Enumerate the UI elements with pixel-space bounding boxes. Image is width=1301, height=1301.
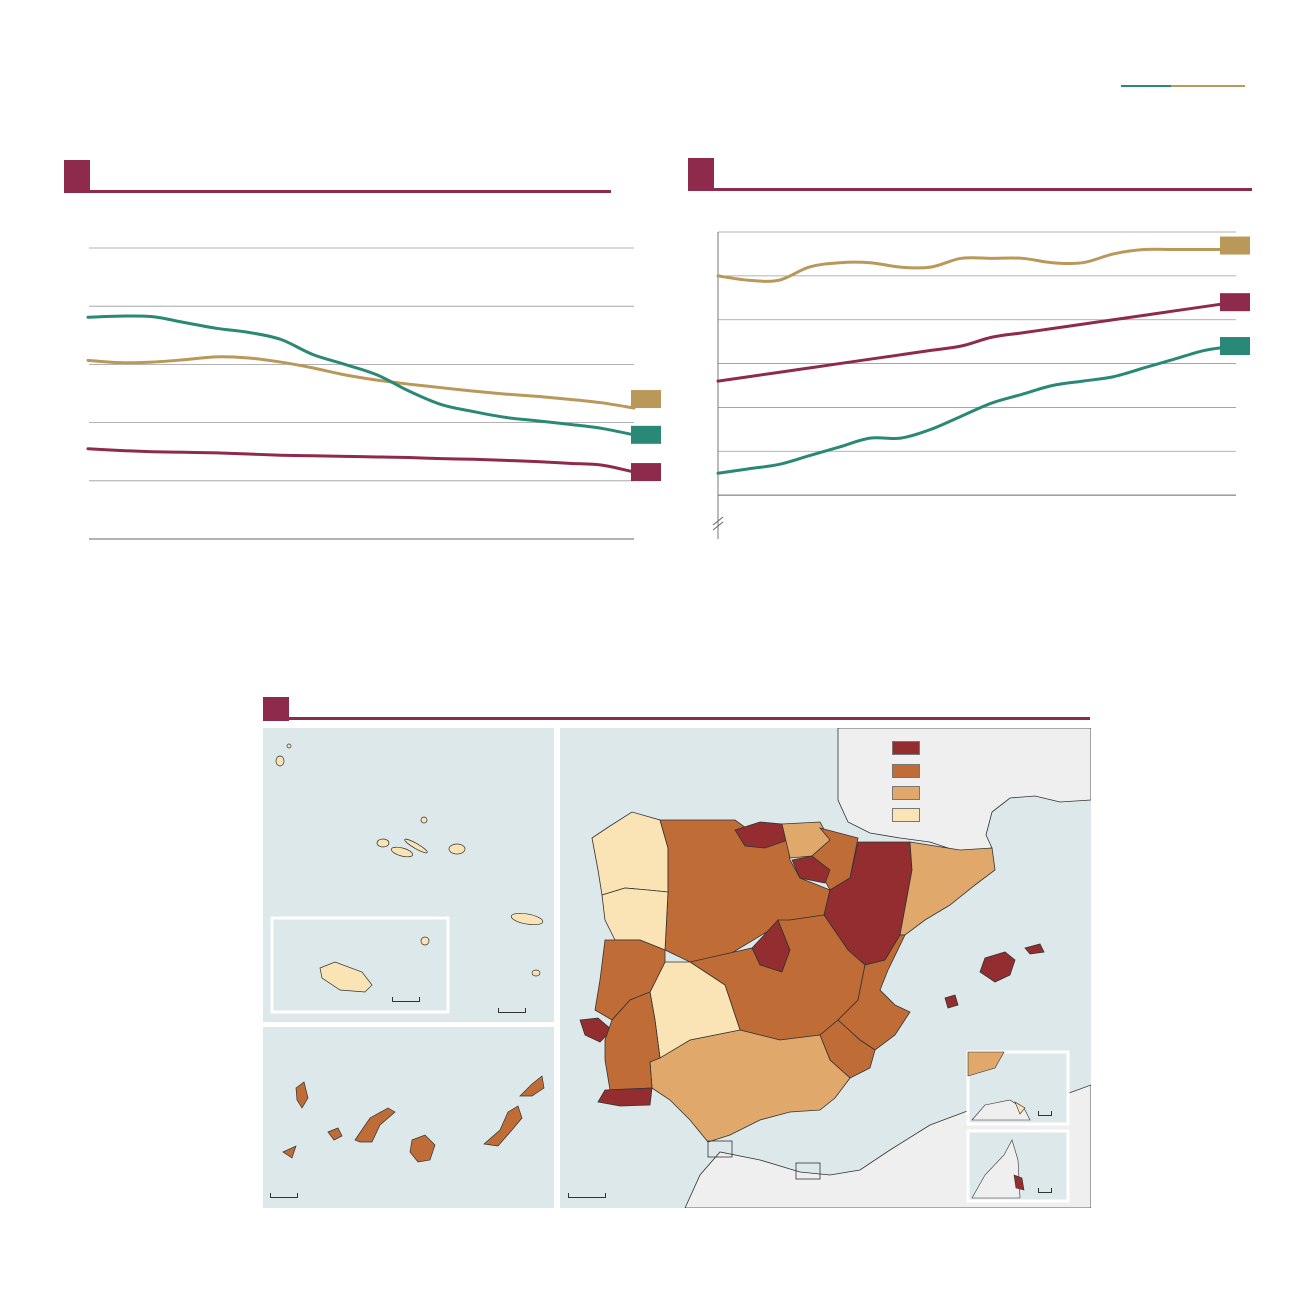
axis-break xyxy=(712,516,724,526)
region-algarve xyxy=(597,1087,653,1107)
inset-madeira xyxy=(270,916,450,1014)
region-la-rioja xyxy=(791,855,831,884)
series-end-tag-gold xyxy=(1220,236,1250,255)
panel-1-tag xyxy=(64,160,90,192)
island-terceira xyxy=(448,843,466,855)
series-line-teal xyxy=(86,314,636,437)
island-sao-jorge xyxy=(404,838,428,854)
region-ibiza xyxy=(944,994,959,1009)
panel-2-tag xyxy=(688,158,714,190)
island-santa-maria xyxy=(531,969,541,977)
island-lanzarote xyxy=(519,1075,545,1097)
scale-bar-main xyxy=(568,1193,606,1198)
island-fuerteventura xyxy=(483,1105,523,1147)
scale-bar-madeira xyxy=(392,997,420,1002)
region-catalonia xyxy=(899,841,996,936)
legend-swatch-2 xyxy=(892,764,920,778)
series-end-tag-accent xyxy=(631,463,661,482)
inset-melilla xyxy=(966,1129,1070,1203)
scale-bar-azores xyxy=(498,1008,526,1013)
panel-3-rule xyxy=(263,717,1090,720)
header-rule-teal xyxy=(1121,85,1171,87)
island-sao-miguel xyxy=(510,912,544,926)
region-baleares xyxy=(979,951,1016,983)
series-end-tag-teal xyxy=(1220,337,1250,356)
island-corvo xyxy=(286,743,292,749)
series-end-tag-teal xyxy=(631,425,661,444)
axis-break xyxy=(712,521,724,531)
island-la-palma xyxy=(295,1081,309,1109)
legend-swatch-4 xyxy=(892,808,920,822)
island-gran-canaria xyxy=(409,1134,436,1163)
series-line-teal xyxy=(716,344,1237,475)
series-line-gold xyxy=(716,247,1237,283)
region-alentejo xyxy=(604,991,661,1091)
island-el-hierro xyxy=(282,1145,297,1159)
scale-bar-melilla xyxy=(1038,1188,1052,1193)
panel-1-rule xyxy=(64,190,611,193)
island-tenerife xyxy=(354,1107,396,1143)
series-end-tag-accent xyxy=(1220,293,1250,312)
region-andalucia xyxy=(649,1029,851,1143)
panel-2-rule xyxy=(688,188,1252,191)
ceuta-locator xyxy=(707,1140,733,1158)
series-line-gold xyxy=(86,355,636,410)
scale-bar-canarias xyxy=(270,1193,298,1198)
melilla-locator xyxy=(795,1162,821,1180)
series-line-accent xyxy=(86,447,636,474)
island-graciosa xyxy=(420,816,428,824)
region-menorca xyxy=(1024,943,1045,955)
header-rule-gold xyxy=(1171,85,1245,87)
island-faial xyxy=(376,838,390,848)
series-end-tag-gold xyxy=(631,390,661,409)
island-pico xyxy=(390,846,414,858)
scale-bar-ceuta xyxy=(1038,1111,1052,1116)
island-la-gomera xyxy=(327,1127,343,1141)
legend-swatch-3 xyxy=(892,786,920,800)
legend-swatch-1 xyxy=(892,741,920,755)
series-line-accent xyxy=(716,300,1237,383)
island-flores xyxy=(275,755,285,767)
